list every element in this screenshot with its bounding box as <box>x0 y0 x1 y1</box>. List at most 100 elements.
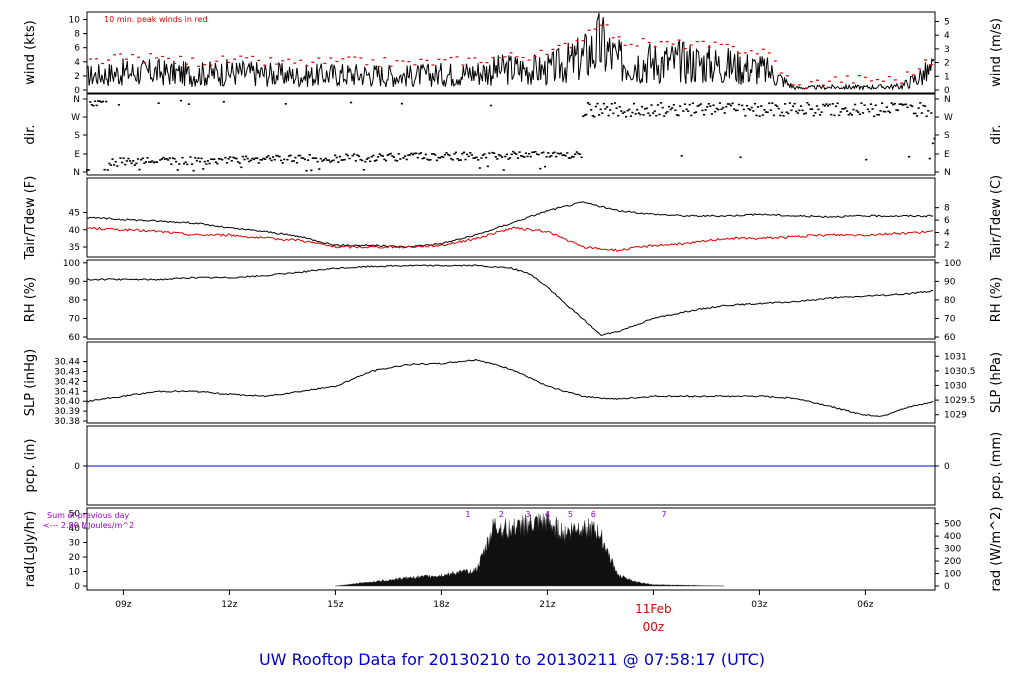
direction-point <box>648 114 652 117</box>
direction-point <box>480 157 483 159</box>
direction-point <box>222 100 225 103</box>
direction-point <box>570 155 574 158</box>
direction-point <box>890 102 893 104</box>
rad-right-tick-label: 400 <box>944 532 961 542</box>
direction-point <box>432 153 435 155</box>
direction-point <box>860 102 863 105</box>
direction-point <box>117 103 120 106</box>
direction-point <box>90 103 93 106</box>
direction-point <box>906 106 909 109</box>
direction-point <box>561 154 564 157</box>
direction-point <box>693 112 696 114</box>
direction-point <box>555 155 558 158</box>
direction-point <box>182 162 186 165</box>
direction-point <box>755 114 758 117</box>
direction-point <box>167 159 170 161</box>
direction-point <box>723 112 726 114</box>
wind-right-tick-label: 2 <box>944 59 950 69</box>
direction-point <box>833 114 836 117</box>
direction-point <box>580 156 583 159</box>
direction-point <box>704 109 707 111</box>
temp-left-tick-label: 35 <box>69 243 80 253</box>
direction-point <box>105 100 108 103</box>
direction-point <box>297 154 300 157</box>
temp-right-tick-label: 2 <box>944 241 950 251</box>
direction-point <box>135 162 138 165</box>
direction-point <box>601 112 604 114</box>
direction-point <box>132 160 135 162</box>
direction-point <box>914 112 917 115</box>
direction-point <box>531 151 534 154</box>
direction-point <box>426 158 429 161</box>
direction-point <box>483 153 486 155</box>
direction-point <box>510 153 513 156</box>
direction-point <box>486 165 489 168</box>
direction-point <box>411 153 415 156</box>
direction-point <box>901 104 904 106</box>
direction-point <box>927 110 930 112</box>
direction-point <box>652 112 655 114</box>
direction-point <box>744 114 747 117</box>
direction-point <box>672 104 675 106</box>
direction-point <box>367 157 370 159</box>
rh-left-tick-label: 80 <box>69 296 81 306</box>
direction-point <box>866 108 869 111</box>
direction-point <box>461 152 464 155</box>
direction-point <box>825 103 828 105</box>
direction-point <box>644 108 647 110</box>
direction-point <box>919 102 922 104</box>
direction-point <box>620 110 623 112</box>
direction-point <box>361 159 364 162</box>
direction-point <box>100 101 103 103</box>
direction-point <box>178 163 181 165</box>
dir-right-tick-label: E <box>944 150 950 160</box>
slp-frame <box>86 341 936 424</box>
direction-point <box>376 156 380 158</box>
direction-point <box>814 112 817 114</box>
slp-left-tick-label: 30.39 <box>54 407 80 417</box>
direction-point <box>446 153 450 156</box>
direction-point <box>477 159 480 161</box>
direction-point <box>610 102 613 105</box>
direction-point <box>203 160 206 163</box>
rad-hour-mark: 3 <box>525 510 530 519</box>
rad-note-line2: <--- 2.80 MJoules/m^2 <box>43 521 134 530</box>
direction-point <box>795 110 798 113</box>
direction-point <box>324 157 327 160</box>
wind-right-axis-label: wind (m/s) <box>989 18 1004 87</box>
x-tick-label: 03z <box>751 600 767 610</box>
direction-point <box>221 158 224 161</box>
footer-title: UW Rooftop Data for 20130210 to 20130211… <box>258 650 766 669</box>
direction-point <box>658 113 661 116</box>
direction-point <box>206 160 210 162</box>
direction-point <box>696 105 699 107</box>
direction-point <box>798 109 801 112</box>
direction-point <box>138 168 141 171</box>
direction-point <box>160 158 163 160</box>
direction-point <box>712 104 715 107</box>
direction-point <box>729 104 733 107</box>
direction-point <box>227 158 230 160</box>
direction-point <box>574 153 577 156</box>
direction-point <box>763 108 766 111</box>
direction-point <box>437 156 440 159</box>
direction-point <box>254 157 257 159</box>
direction-point <box>594 105 597 108</box>
direction-point <box>869 103 873 105</box>
direction-point <box>113 164 116 166</box>
rad-hour-mark: 6 <box>591 510 596 519</box>
direction-point <box>370 155 373 158</box>
rad-left-tick-label: 0 <box>74 582 80 592</box>
direction-point <box>478 167 481 169</box>
direction-point <box>189 156 192 158</box>
rad-right-tick-label: 500 <box>944 520 961 530</box>
direction-point <box>434 154 437 156</box>
direction-point <box>197 157 200 159</box>
direction-point <box>95 104 98 107</box>
direction-point <box>846 110 849 112</box>
direction-point <box>655 114 658 117</box>
direction-point <box>435 159 438 162</box>
direction-point <box>116 165 119 167</box>
direction-point <box>157 102 160 104</box>
wind-left-tick-label: 8 <box>74 30 80 40</box>
